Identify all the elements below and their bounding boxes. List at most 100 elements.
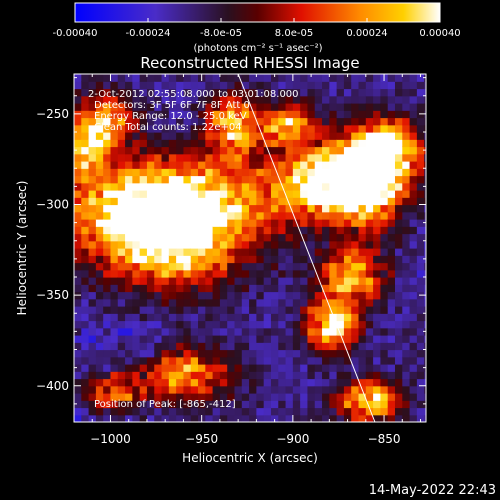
heatmap-pixel	[183, 378, 192, 387]
heatmap-pixel	[292, 88, 301, 97]
heatmap-pixel	[139, 306, 148, 314]
x-axis: −1000 −950 −900 −850	[90, 74, 422, 446]
heatmap-pixel	[322, 400, 330, 409]
heatmap-pixel	[168, 132, 177, 140]
heatmap-pixel	[198, 117, 206, 126]
heatmap-pixel	[416, 378, 425, 387]
heatmap-pixel	[278, 219, 287, 227]
heatmap-pixel	[314, 393, 323, 401]
heatmap-pixel	[365, 320, 374, 329]
heatmap-pixel	[198, 313, 206, 322]
heatmap-pixel	[336, 219, 345, 227]
heatmap-pixel	[95, 124, 104, 133]
heatmap-pixel	[125, 371, 133, 380]
heatmap-pixel	[343, 110, 352, 119]
heatmap-pixel	[365, 132, 374, 140]
heatmap-pixel	[409, 81, 418, 90]
heatmap-pixel	[125, 103, 133, 111]
heatmap-pixel	[176, 219, 185, 227]
heatmap-pixel	[416, 385, 425, 394]
heatmap-pixel	[285, 161, 294, 169]
heatmap-pixel	[322, 161, 330, 169]
heatmap-pixel	[336, 291, 345, 300]
heatmap-pixel	[88, 255, 97, 264]
heatmap-pixel	[409, 153, 418, 162]
heatmap-pixel	[424, 284, 426, 293]
heatmap-pixel	[161, 342, 170, 351]
heatmap-pixel	[249, 356, 257, 365]
heatmap-pixel	[125, 226, 133, 235]
heatmap-pixel	[270, 335, 279, 343]
heatmap-pixel	[249, 211, 257, 220]
heatmap-pixel	[292, 211, 301, 220]
heatmap-pixel	[322, 117, 330, 126]
heatmap-pixel	[125, 356, 133, 365]
heatmap-pixel	[351, 298, 360, 307]
heatmap-pixel	[322, 248, 330, 256]
heatmap-pixel	[176, 356, 185, 365]
heatmap-pixel	[365, 81, 374, 90]
heatmap-pixel	[95, 291, 104, 300]
heatmap-pixel	[154, 414, 163, 422]
heatmap-pixel	[380, 335, 389, 343]
heatmap-pixel	[300, 407, 309, 416]
heatmap-pixel	[424, 335, 426, 343]
heatmap-pixel	[322, 204, 330, 213]
heatmap-pixel	[103, 393, 112, 401]
heatmap-pixel	[270, 327, 279, 336]
heatmap-pixel	[387, 414, 396, 422]
heatmap-pixel	[183, 226, 192, 235]
heatmap-pixel	[110, 385, 119, 394]
heatmap-pixel	[416, 175, 425, 184]
heatmap-pixel	[88, 233, 97, 242]
heatmap-pixel	[103, 407, 112, 416]
heatmap-pixel	[132, 248, 141, 256]
heatmap-pixel	[190, 226, 199, 235]
heatmap-pixel	[241, 356, 250, 365]
heatmap-pixel	[234, 313, 243, 322]
heatmap-pixel	[394, 262, 403, 271]
heatmap-pixel	[110, 335, 119, 343]
heatmap-pixel	[125, 335, 133, 343]
heatmap-pixel	[394, 298, 403, 307]
heatmap-pixel	[387, 306, 396, 314]
heatmap-pixel	[394, 378, 403, 387]
heatmap-pixel	[176, 407, 185, 416]
heatmap-pixel	[95, 74, 104, 82]
heatmap-pixel	[219, 407, 228, 416]
heatmap-pixel	[234, 407, 243, 416]
heatmap-pixel	[168, 153, 177, 162]
heatmap-pixel	[351, 306, 360, 314]
heatmap-pixel	[227, 356, 236, 365]
heatmap-pixel	[300, 320, 309, 329]
heatmap-pixel	[183, 103, 192, 111]
heatmap-pixel	[88, 320, 97, 329]
x-tick-label: −1000	[90, 432, 131, 446]
heatmap-pixel	[336, 349, 345, 358]
heatmap-pixel	[219, 306, 228, 314]
heatmap-pixel	[351, 240, 360, 249]
heatmap-pixel	[219, 240, 228, 249]
heatmap-pixel	[307, 364, 316, 372]
heatmap-pixel	[409, 233, 418, 242]
heatmap-pixel	[198, 132, 206, 140]
heatmap-pixel	[117, 400, 126, 409]
heatmap-pixel	[95, 262, 104, 271]
heatmap-pixel	[139, 385, 148, 394]
heatmap-pixel	[219, 190, 228, 198]
limb-line	[237, 74, 376, 422]
heatmap-pixel	[241, 298, 250, 307]
heatmap-pixel	[146, 313, 155, 322]
heatmap-pixel	[176, 385, 185, 394]
heatmap-pixel	[95, 393, 104, 401]
colorbar-tick-label: -0.00040	[53, 28, 98, 39]
heatmap-pixel	[263, 168, 272, 177]
heatmap-pixel	[146, 110, 155, 119]
heatmap-pixel	[132, 262, 141, 271]
heatmap-pixel	[132, 95, 141, 104]
heatmap-pixel	[74, 306, 82, 314]
heatmap-pixel	[394, 248, 403, 256]
heatmap-pixel	[394, 81, 403, 90]
heatmap-pixel	[139, 88, 148, 97]
heatmap-pixel	[95, 132, 104, 140]
